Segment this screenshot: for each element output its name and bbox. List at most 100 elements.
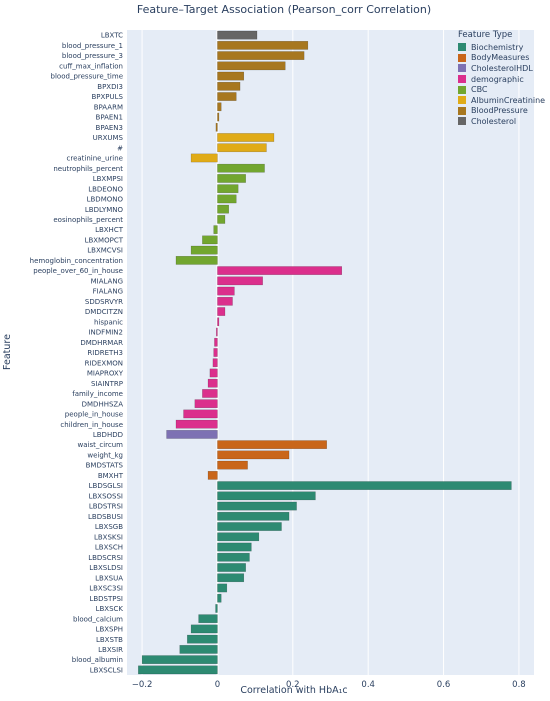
y-tick-label: BPXPULS [91, 93, 123, 101]
y-tick-label: LBXSGB [95, 523, 123, 531]
y-tick-label: LBXSUA [95, 574, 123, 582]
bar-LBXSCLSI [138, 665, 218, 675]
y-tick-label: RIDRETH3 [87, 349, 123, 357]
bar-LBXSC3SI [217, 583, 228, 593]
bar-LBXMOPCT [202, 235, 218, 245]
y-tick-label: hispanic [94, 318, 123, 326]
legend-swatch [458, 75, 466, 84]
legend-item[interactable]: Cholesterol [458, 116, 550, 127]
y-tick-label: blood_pressure_time [51, 73, 123, 81]
y-tick-label: LBXHCT [95, 226, 124, 234]
y-tick-label: blood_pressure_3 [62, 52, 123, 60]
y-tick-label: DMDHRMAR [80, 339, 123, 347]
y-tick-label: BMDSTATS [86, 462, 124, 470]
bar-RIDEXMON [212, 358, 218, 368]
y-tick-label: LBDSTRSI [89, 503, 123, 511]
y-tick-label: waist_circum [78, 441, 124, 449]
bar-LBXSCH [217, 542, 252, 552]
y-tick-label: INDFMIN2 [88, 329, 123, 337]
bar-URXUMS [217, 133, 275, 142]
legend-item[interactable]: BodyMeasures [458, 53, 550, 64]
y-tick-label: children_in_house [60, 421, 123, 429]
bar-DMDCITZN [217, 307, 226, 316]
bar-LBXSLDSI [217, 563, 246, 572]
y-tick-label: BMXHT [98, 472, 124, 480]
bar-LBDLYMNO [217, 204, 229, 214]
bar-LBXMCVSI [190, 245, 218, 255]
bar-LBDMONO [217, 194, 237, 204]
legend-swatch [458, 53, 466, 62]
bar-blood_pressure_3 [217, 51, 305, 60]
y-tick-label: URXUMS [93, 134, 124, 142]
bar-blood_pressure_1 [217, 41, 309, 50]
bar-MIAPROXY [209, 368, 218, 378]
bar-people_in_house [183, 409, 218, 419]
bar-LBXMPSI [217, 174, 246, 183]
y-tick-label: SDDSRVYR [85, 298, 123, 306]
bar-waist_circum [217, 440, 327, 449]
bar-LBXSUA [217, 573, 245, 583]
y-tick-label: LBDMONO [87, 196, 124, 204]
bar-DMDHHSZA [194, 399, 218, 409]
legend-item[interactable]: CholesterolHDL [458, 63, 550, 74]
y-tick-label: neutrophils_percent [53, 165, 123, 173]
y-tick-label: weight_kg [87, 451, 123, 459]
legend-item[interactable]: BloodPressure [458, 106, 550, 117]
legend-item[interactable]: Biochemistry [458, 42, 550, 53]
legend-label: BloodPressure [471, 106, 528, 116]
bar-weight_kg [217, 450, 290, 460]
y-tick-label: LBDSGLSI [89, 482, 123, 490]
x-tick-label: 0.2 [286, 680, 300, 690]
y-tick-label: MIALANG [91, 277, 123, 285]
y-tick-label: LBXSCH [95, 544, 123, 552]
y-tick-label: LBXSC3SI [89, 585, 123, 593]
y-tick-label: LBXSLDSI [89, 564, 123, 572]
legend: Feature Type Biochemistry BodyMeasures Cho… [458, 30, 550, 127]
y-tick-label: LBXMPSI [93, 175, 123, 183]
bar-eosinophils_percent [217, 215, 226, 224]
y-tick-label: MIAPROXY [87, 370, 124, 378]
legend-label: CholesterolHDL [471, 63, 533, 73]
y-tick-label: blood_pressure_1 [62, 42, 123, 50]
y-tick-label: LBXSCK [96, 605, 124, 613]
bar-blood_pressure_time [217, 71, 245, 81]
legend-label: Cholesterol [471, 116, 517, 126]
bar-cuff_max_inflation [217, 61, 286, 71]
bar-BMXHT [207, 471, 218, 480]
legend-swatch [458, 43, 466, 52]
legend-item[interactable]: demographic [458, 74, 550, 85]
y-tick-label: people_in_house [65, 411, 123, 419]
legend-label: demographic [471, 74, 524, 84]
y-axis-label: Feature [2, 334, 13, 370]
legend-label: CBC [471, 85, 488, 95]
bar-LBDEONO [217, 184, 239, 194]
y-tick-label: people_over_60_in_house [33, 267, 123, 275]
legend-item[interactable]: CBC [458, 84, 550, 95]
bar-LBXSIR [179, 645, 218, 654]
y-tick-label: LBDLYMNO [85, 206, 124, 214]
bar-RIDRETH3 [213, 348, 218, 357]
x-axis-label: Correlation with HbA₁c [240, 685, 347, 696]
bar-LBDSCRSI [217, 552, 250, 562]
bar-LBXSTB [187, 634, 218, 644]
legend-label: BodyMeasures [471, 53, 530, 63]
bar-INDFMIN2 [216, 327, 218, 337]
bar-neutrophils_percent [217, 163, 265, 173]
x-tick-label: 0.4 [361, 680, 375, 690]
bar-blood_calcium [198, 614, 218, 624]
legend-item[interactable]: AlbuminCreatinine [458, 95, 550, 106]
bar-LBXSOSSI [217, 491, 316, 501]
legend-swatch [458, 106, 466, 115]
y-tick-label: LBXMCVSI [87, 247, 123, 255]
y-tick-label: RIDEXMON [85, 359, 123, 367]
bar-creatinine_urine [190, 153, 218, 163]
y-tick-label: # [117, 144, 123, 152]
bar-people_over_60_in_house [217, 266, 343, 275]
y-tick-label: DMDCITZN [85, 308, 123, 316]
bar-LBXHCT [213, 225, 218, 234]
y-tick-label: LBDSCRSI [88, 554, 123, 562]
y-tick-label: LBDSTPSI [89, 595, 123, 603]
legend-label: AlbuminCreatinine [471, 95, 546, 105]
y-tick-label: LBDSBUSI [88, 513, 123, 521]
